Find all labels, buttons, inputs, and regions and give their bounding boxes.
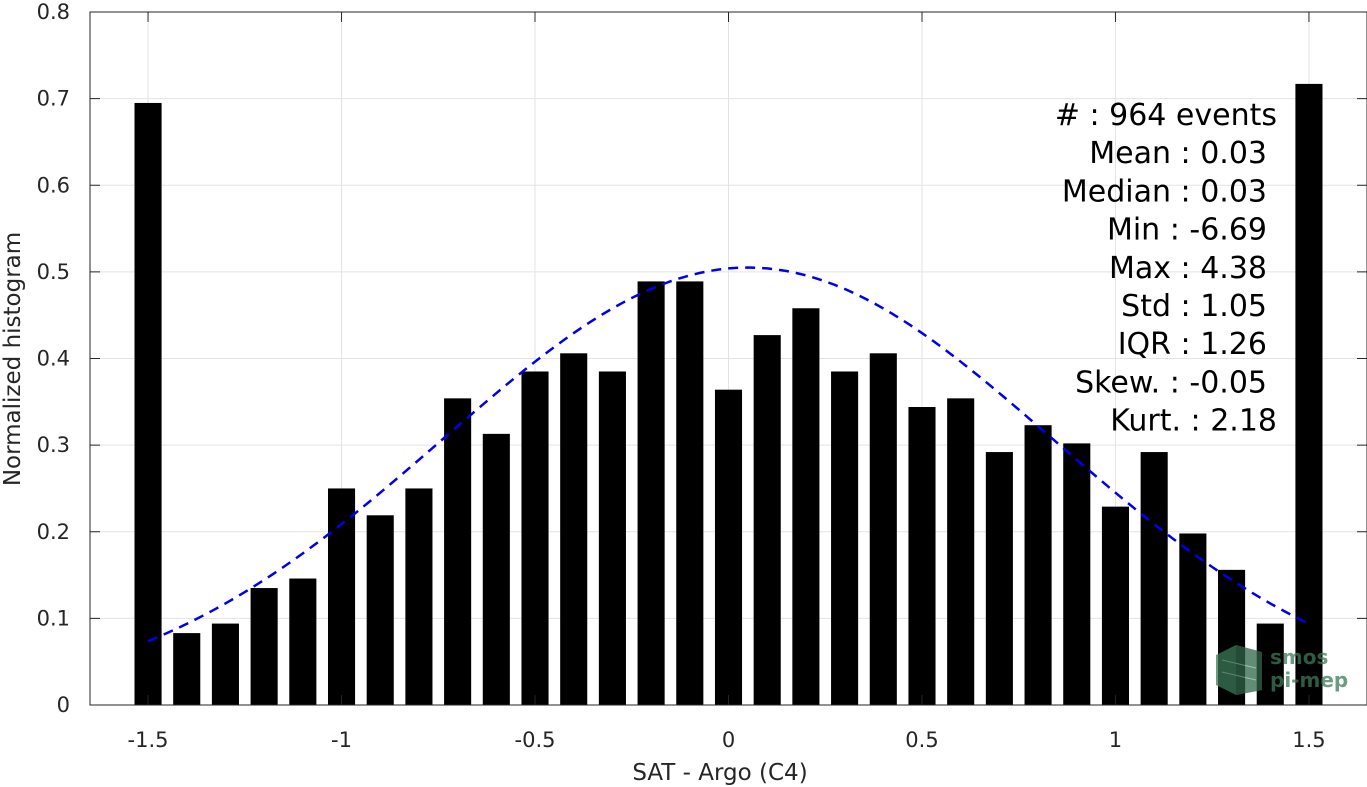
y-tick-label: 0.4 — [37, 347, 70, 371]
histogram-bar — [831, 371, 859, 705]
histogram-bar — [714, 389, 743, 705]
stats-line: Min : -6.69 — [1107, 213, 1267, 248]
histogram-bar — [637, 281, 665, 705]
histogram-bar — [753, 335, 781, 705]
x-tick-labels: -1.5 -1 -0.5 0 0.5 1 1.5 — [128, 728, 1326, 752]
x-axis-label: SAT - Argo (C4) — [632, 760, 807, 786]
histogram-bar — [908, 407, 936, 705]
histogram-bar — [985, 452, 1013, 705]
x-tick-label: 1.5 — [1292, 728, 1325, 752]
x-tick-label: -0.5 — [515, 728, 556, 752]
watermark-line1: smos — [1270, 645, 1328, 669]
x-tick-label: -1 — [331, 728, 352, 752]
histogram-bar — [482, 433, 510, 705]
smos-pi-mep-watermark: smos pi-mep — [1216, 645, 1348, 695]
x-tick-label: -1.5 — [128, 728, 169, 752]
y-tick-label: 0.8 — [37, 0, 70, 24]
histogram-bar — [947, 398, 975, 705]
histogram-bar — [1024, 425, 1052, 705]
histogram-bar — [598, 371, 626, 705]
stats-line: Kurt. : 2.18 — [1110, 404, 1277, 439]
histogram-bar — [792, 308, 820, 705]
y-tick-label: 0.5 — [37, 260, 70, 284]
y-tick-label: 0.3 — [37, 433, 70, 457]
histogram-bar — [1295, 83, 1323, 706]
smos-logo-icon — [1216, 645, 1262, 695]
stats-line: # : 964 events — [1055, 98, 1277, 133]
stats-line: IQR : 1.26 — [1118, 327, 1267, 362]
histogram-bar — [173, 633, 201, 705]
x-tick-label: 0.5 — [905, 728, 938, 752]
stats-line: Skew. : -0.05 — [1075, 365, 1267, 400]
stats-line: Std : 1.05 — [1121, 289, 1267, 324]
histogram-bar — [1140, 452, 1168, 705]
histogram-bars — [134, 83, 1323, 706]
y-tick-label: 0.1 — [37, 606, 70, 630]
x-tick-label: 1 — [1109, 728, 1122, 752]
histogram-bar — [327, 488, 356, 705]
stats-line: Median : 0.03 — [1062, 174, 1267, 209]
y-axis-label: Normalized histogram — [0, 232, 26, 486]
histogram-bar — [869, 353, 897, 705]
histogram-bar — [250, 588, 278, 705]
gaussian-fit-curve — [147, 266, 1310, 643]
watermark-line2: pi-mep — [1270, 668, 1348, 692]
histogram-bar — [289, 578, 317, 705]
histogram-bar — [211, 623, 239, 705]
stats-line: Max : 4.38 — [1109, 251, 1267, 286]
y-tick-label: 0.6 — [37, 173, 70, 197]
y-tick-label: 0.2 — [37, 520, 70, 544]
stats-line: Mean : 0.03 — [1089, 136, 1267, 171]
histogram-bar — [1179, 533, 1207, 705]
histogram-bar — [1063, 443, 1091, 705]
histogram-bar — [676, 281, 704, 705]
histogram-bar — [1101, 506, 1130, 705]
y-tick-label: 0.7 — [37, 87, 70, 111]
histogram-bar — [560, 353, 588, 705]
histogram-bar — [134, 102, 162, 706]
histogram-bar — [366, 515, 394, 705]
y-tick-label: 0 — [57, 693, 70, 717]
axis-ticks — [90, 11, 1367, 706]
histogram-bar — [521, 371, 549, 705]
histogram-bar — [444, 398, 472, 705]
x-tick-label: 0 — [722, 728, 735, 752]
histogram-bar — [405, 488, 433, 705]
y-tick-labels: 0 0.1 0.2 0.3 0.4 0.5 0.6 0.7 0.8 — [37, 0, 70, 717]
